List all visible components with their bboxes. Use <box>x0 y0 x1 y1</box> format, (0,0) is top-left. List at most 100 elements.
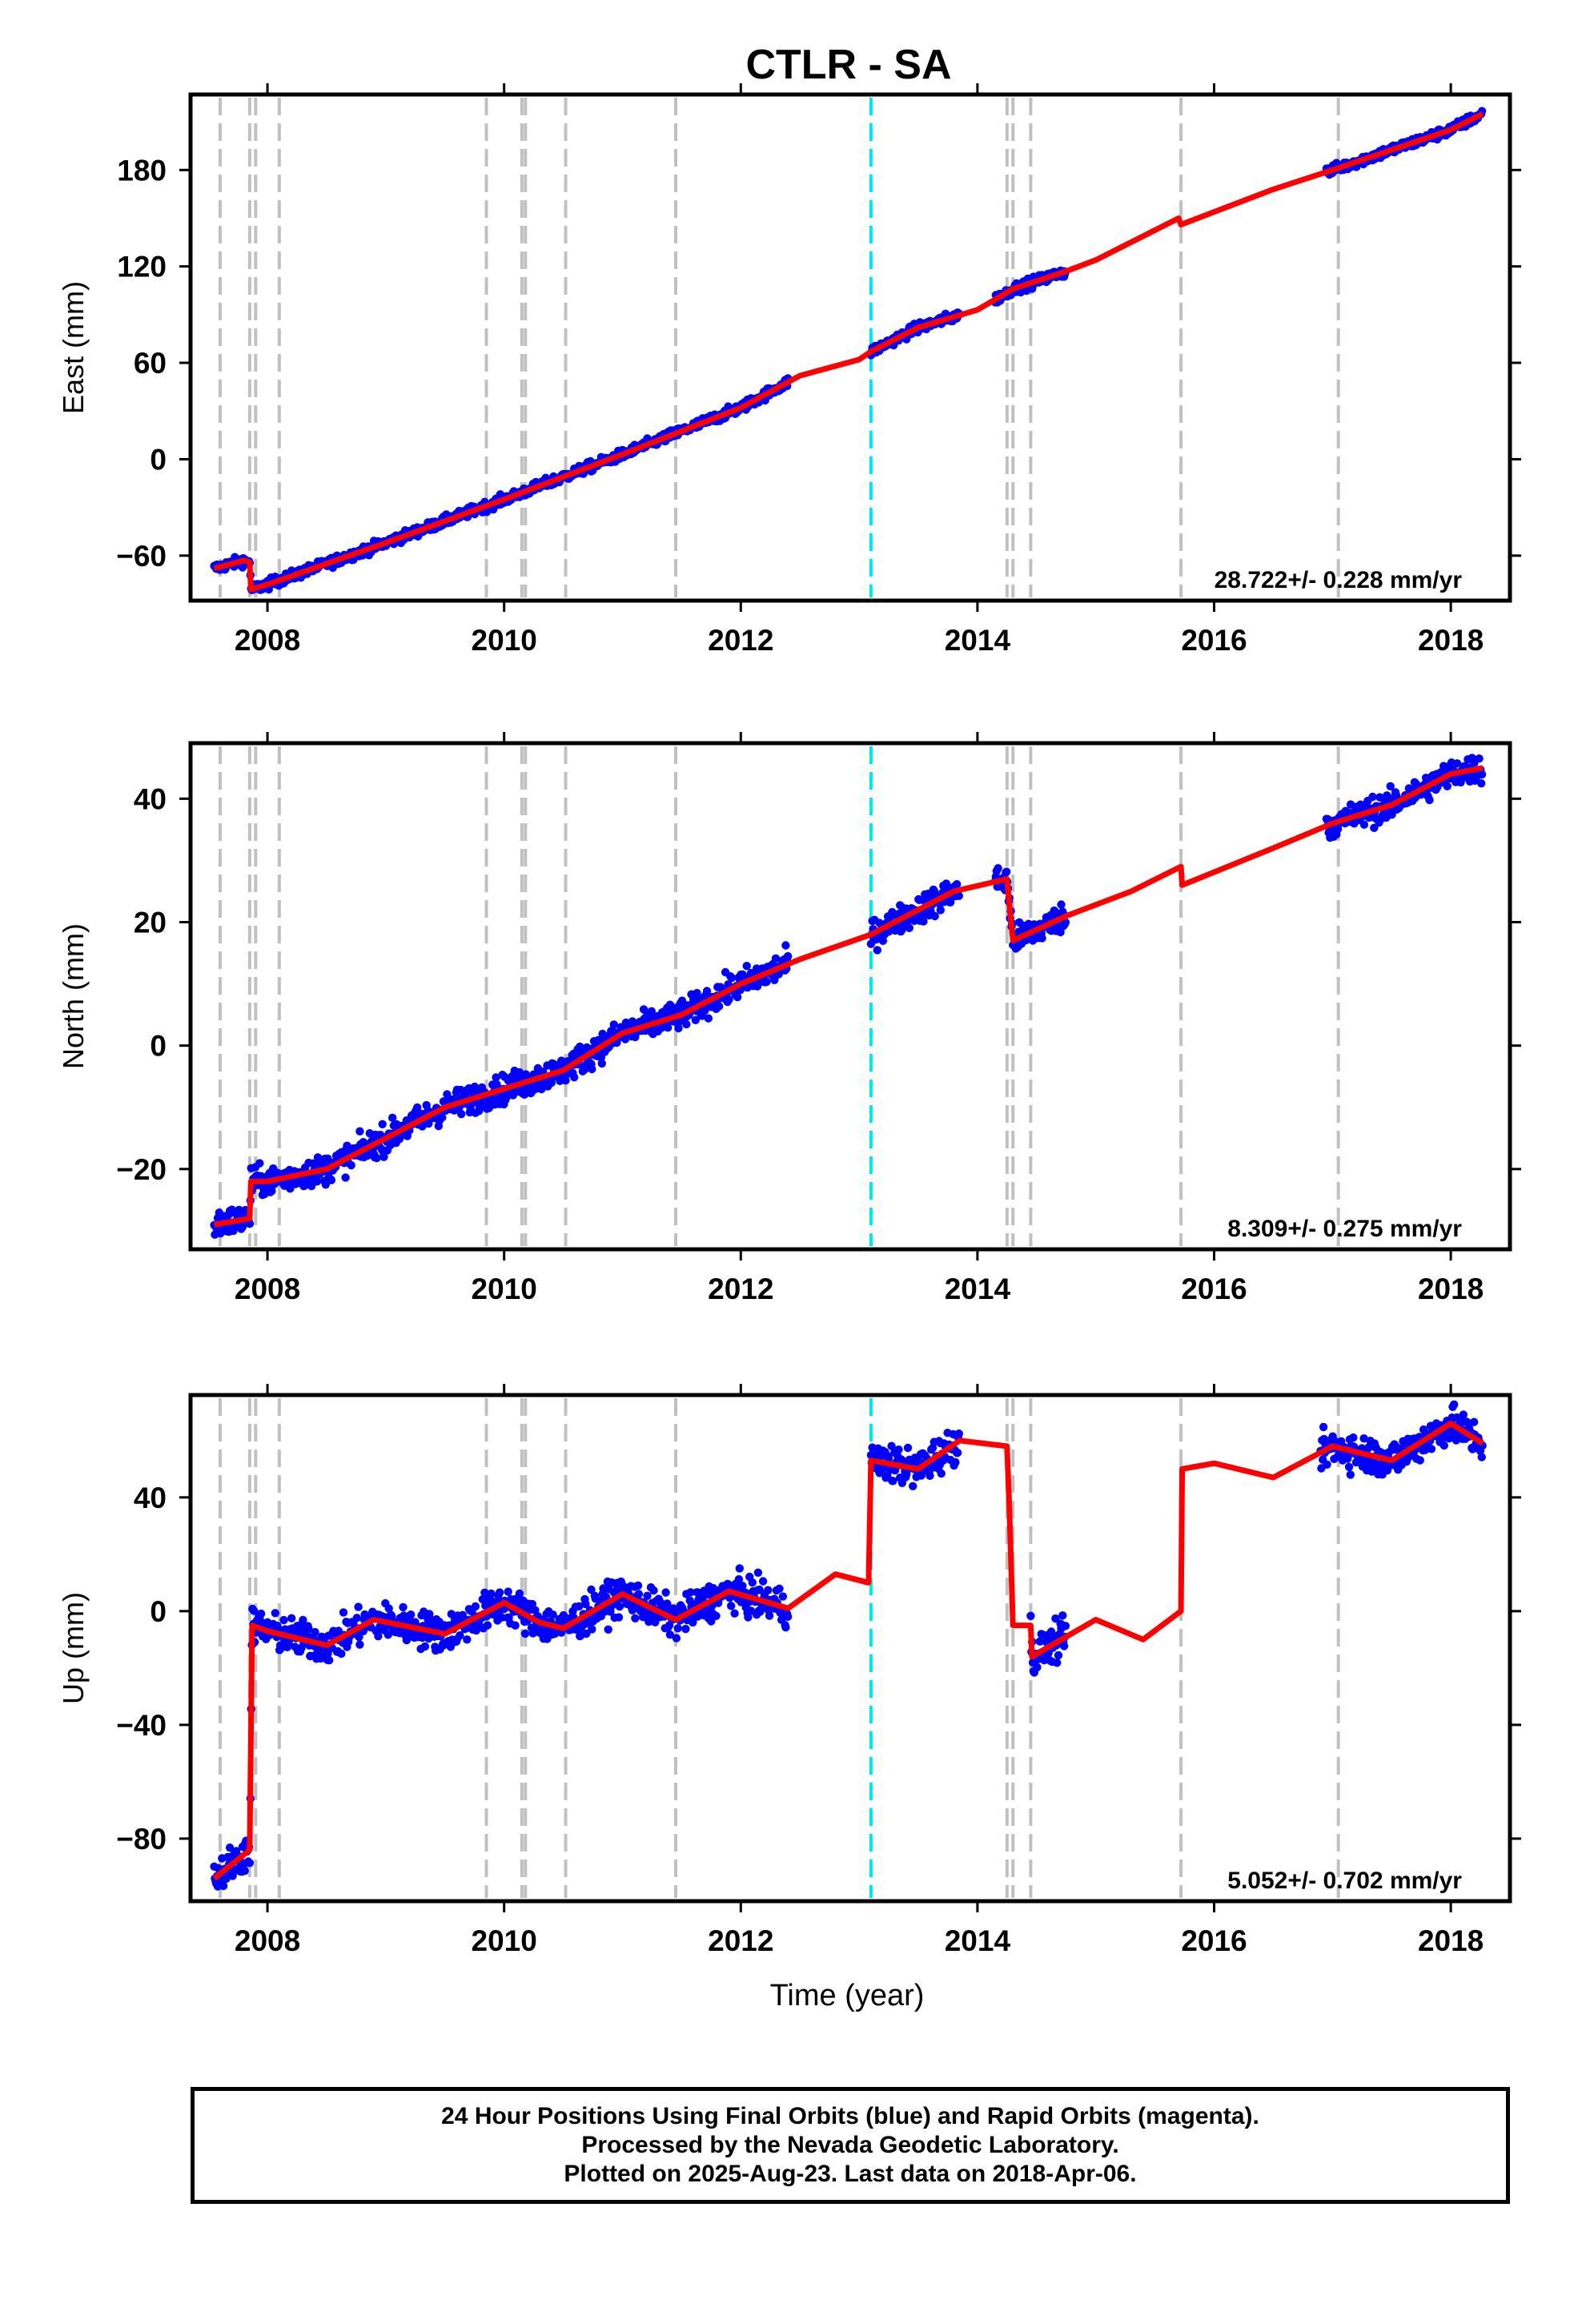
data-point <box>446 1642 456 1651</box>
model-fit-line <box>213 111 1484 593</box>
data-point <box>312 1177 322 1186</box>
data-point <box>321 1180 330 1189</box>
data-point <box>307 1181 316 1191</box>
data-point <box>753 1568 763 1578</box>
data-point <box>664 1023 673 1032</box>
rate-label: 28.722+/- 0.228 mm/yr <box>1215 567 1463 593</box>
data-point <box>515 1589 524 1598</box>
data-point <box>304 1625 313 1634</box>
x-tick-label: 2018 <box>1418 624 1484 657</box>
x-tick-label: 2012 <box>708 624 773 657</box>
data-point <box>770 975 779 985</box>
y-tick-label: 40 <box>134 1482 167 1514</box>
data-point <box>463 1635 472 1644</box>
data-point <box>597 1059 606 1068</box>
data-point <box>1319 1422 1328 1432</box>
data-point <box>582 1629 591 1638</box>
data-point <box>347 1160 355 1170</box>
y-tick-label: 40 <box>134 782 167 815</box>
data-point <box>764 1586 773 1594</box>
y-tick-label: 60 <box>134 347 167 380</box>
data-point <box>1051 1614 1060 1623</box>
data-point <box>951 1458 960 1467</box>
data-point <box>937 1469 946 1478</box>
y-axis-label: Up (mm) <box>57 1592 90 1704</box>
data-point <box>1359 1434 1368 1443</box>
data-point <box>738 1582 747 1590</box>
data-point <box>744 1613 753 1622</box>
data-point <box>1057 900 1066 909</box>
data-point <box>255 1159 264 1168</box>
data-point <box>919 917 928 926</box>
data-point <box>325 1656 334 1665</box>
data-point <box>1058 1611 1067 1620</box>
x-tick-label: 2016 <box>1181 624 1247 657</box>
data-point <box>614 1613 624 1622</box>
data-point <box>783 1612 793 1622</box>
data-point <box>313 1153 323 1162</box>
data-point <box>758 1577 768 1586</box>
data-point <box>1469 1417 1479 1426</box>
x-tick-label: 2014 <box>945 1273 1011 1305</box>
data-point <box>1368 792 1377 802</box>
data-point <box>413 1103 422 1112</box>
data-point <box>778 1592 788 1601</box>
data-point <box>734 1574 744 1584</box>
data-point <box>730 1609 739 1618</box>
data-point <box>456 1631 464 1640</box>
data-point <box>311 1627 319 1637</box>
data-point <box>372 1153 381 1163</box>
data-point <box>267 1187 276 1196</box>
data-point <box>1054 1651 1063 1660</box>
data-point <box>581 1599 590 1609</box>
data-point <box>548 1610 557 1619</box>
data-point <box>588 1625 596 1634</box>
plot-frame <box>188 92 1512 603</box>
rate-label: 8.309+/- 0.275 mm/yr <box>1227 1216 1462 1242</box>
data-point <box>587 1585 596 1594</box>
data-point <box>471 1602 480 1611</box>
data-point <box>570 1073 579 1082</box>
data-point <box>609 1020 618 1029</box>
data-point <box>492 1073 500 1082</box>
data-point <box>1038 934 1046 943</box>
data-point <box>953 880 962 889</box>
data-point <box>604 1625 612 1634</box>
data-point <box>762 977 771 987</box>
x-tick-label: 2010 <box>472 1273 537 1305</box>
y-tick-label: −20 <box>116 1153 167 1186</box>
y-tick-label: −40 <box>116 1709 167 1742</box>
data-point <box>229 1226 238 1236</box>
x-tick-label: 2018 <box>1418 1273 1484 1305</box>
data-point <box>686 1588 695 1597</box>
data-points <box>210 1400 1487 1891</box>
data-point <box>379 1152 388 1161</box>
x-axis-label: Time (year) <box>770 1979 925 2012</box>
data-point <box>926 1471 934 1481</box>
data-point <box>905 923 914 933</box>
caption-box: 24 Hour Positions Using Final Orbits (bl… <box>191 2087 1510 2204</box>
data-point <box>735 1564 744 1573</box>
data-point <box>1475 754 1484 763</box>
data-point <box>418 1122 427 1131</box>
data-point <box>547 1078 556 1088</box>
data-point <box>727 1602 736 1610</box>
x-tick-label: 2012 <box>708 1924 773 1957</box>
data-point <box>245 1859 255 1868</box>
y-axis-label: North (mm) <box>57 923 90 1069</box>
data-point <box>1387 810 1396 819</box>
data-point <box>781 941 790 950</box>
data-point <box>643 1591 652 1601</box>
data-point <box>1425 795 1434 805</box>
data-point <box>691 1015 700 1025</box>
data-point <box>783 951 793 961</box>
data-point <box>765 1611 774 1620</box>
data-point <box>225 1844 235 1852</box>
data-point <box>483 1621 492 1630</box>
model-fit-line <box>212 1421 1484 1881</box>
data-point <box>930 911 939 921</box>
rate-label: 5.052+/- 0.702 mm/yr <box>1227 1868 1462 1894</box>
data-point <box>388 1113 397 1123</box>
y-tick-label: 120 <box>117 251 167 283</box>
data-point <box>781 1622 790 1632</box>
